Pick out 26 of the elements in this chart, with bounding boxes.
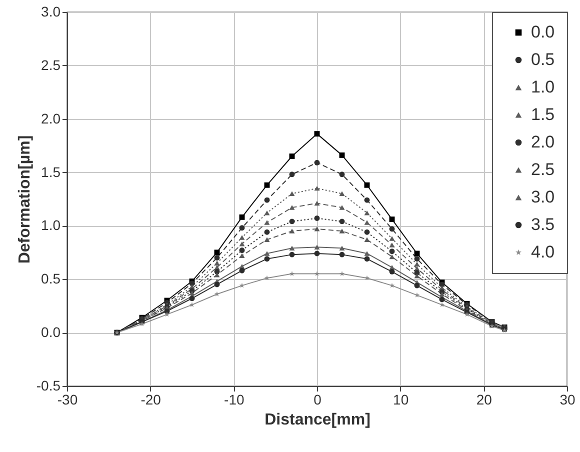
y-tick-label: 1.0 bbox=[41, 217, 61, 234]
y-tick-label: 0.0 bbox=[41, 324, 61, 340]
legend-label: 0.0 bbox=[531, 22, 555, 42]
y-tick-label: 3.0 bbox=[41, 4, 61, 20]
x-tick-label: -10 bbox=[224, 392, 244, 408]
x-tick-label: -20 bbox=[140, 392, 162, 408]
y-axis-title: Deformation[µm] bbox=[16, 135, 34, 264]
legend-label: 3.5 bbox=[531, 215, 555, 234]
x-axis-title: Distance[mm] bbox=[264, 412, 370, 428]
legend-label: 2.5 bbox=[531, 160, 555, 179]
legend-label: 1.5 bbox=[531, 105, 555, 124]
legend-label: 4.0 bbox=[531, 242, 555, 262]
y-tick-label: -0.5 bbox=[36, 378, 61, 394]
x-tick-label: 0 bbox=[314, 392, 322, 408]
y-tick-label: 0.5 bbox=[41, 270, 61, 287]
x-tick-label: 20 bbox=[476, 392, 492, 408]
y-tick-label: 2.0 bbox=[41, 110, 61, 126]
y-tick-label: 1.5 bbox=[41, 164, 61, 180]
legend-label: 3.0 bbox=[531, 188, 555, 206]
x-tick-label: 10 bbox=[393, 392, 409, 408]
y-tick-label: 2.5 bbox=[41, 56, 61, 73]
x-tick-label: -30 bbox=[57, 392, 78, 408]
legend-label: 1.0 bbox=[531, 78, 555, 96]
legend-label: 0.5 bbox=[531, 50, 555, 69]
x-tick-label: 30 bbox=[560, 392, 576, 408]
legend-label: 2.0 bbox=[531, 132, 555, 152]
